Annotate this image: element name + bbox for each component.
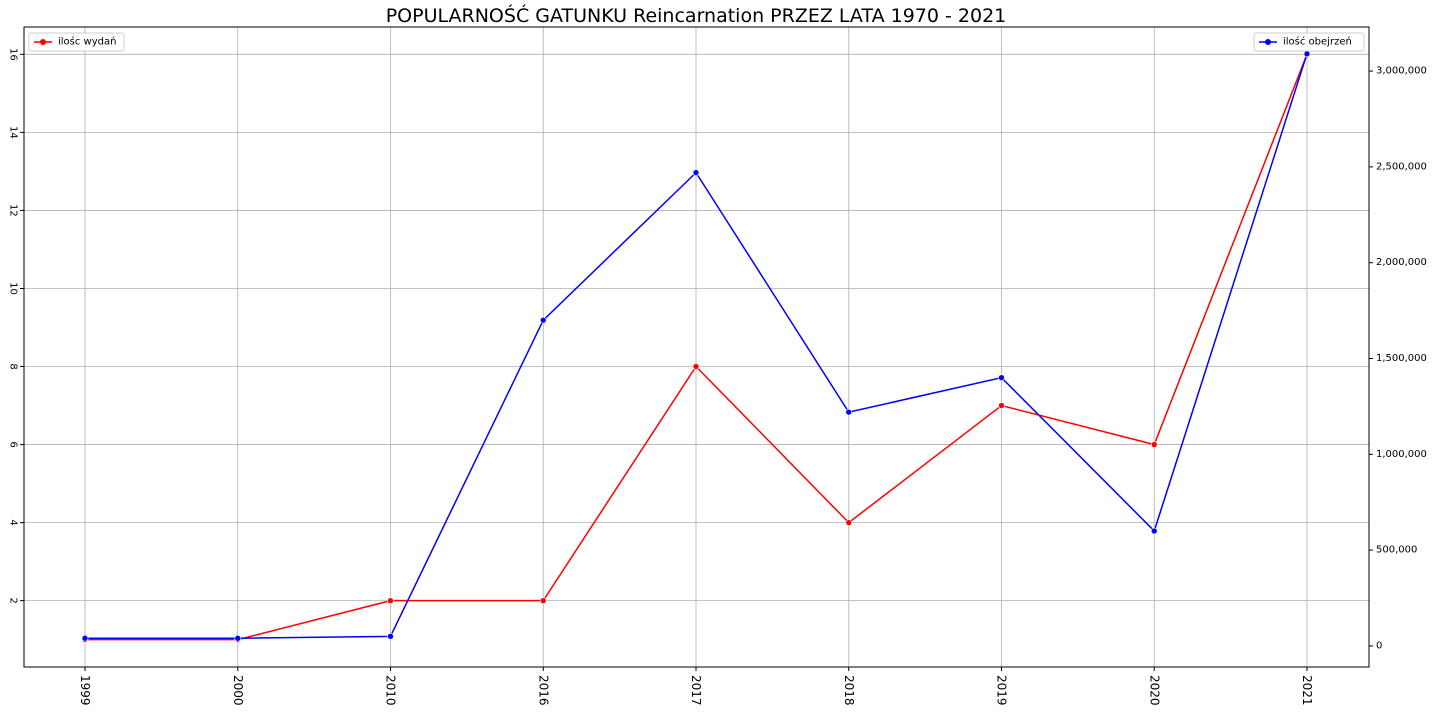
y-right-tick-label: 1,500,000 [1376, 353, 1427, 364]
series-1-point [539, 597, 547, 604]
x-tick-label: 2017 [689, 675, 703, 706]
y-left-tick-label: 14 [8, 126, 19, 139]
y-right-tick-label: 1,000,000 [1376, 449, 1427, 460]
series-1-point [387, 597, 394, 604]
y-left-tick-label: 6 [8, 441, 19, 447]
x-tick-label: 2000 [231, 675, 245, 706]
x-tick-label: 2021 [1300, 675, 1314, 706]
series-1-point [692, 363, 700, 370]
series-2-point [1150, 527, 1158, 535]
series-2-point [81, 634, 89, 642]
y-right-tick-label: 2,500,000 [1376, 161, 1427, 172]
series-2-point [539, 316, 547, 324]
x-tick-label: 1999 [78, 675, 92, 706]
series-1-point [845, 519, 853, 526]
y-right-tick-label: 3,000,000 [1376, 66, 1427, 77]
series-layer [81, 50, 1311, 643]
series-2-point [845, 408, 853, 416]
series-2-point [692, 169, 700, 176]
series-2-point [1303, 50, 1311, 58]
y-right-tick-label: 0 [1376, 640, 1382, 651]
x-tick-label: 2020 [1147, 675, 1161, 706]
legend-box [28, 32, 125, 52]
y-left-tick-label: 4 [8, 519, 19, 525]
grid [24, 27, 1369, 667]
legend-box [1253, 32, 1365, 52]
chart-title: POPULARNOŚĆ GATUNKU Reincarnation PRZEZ … [386, 3, 1007, 27]
y-left-tick-label: 16 [8, 48, 19, 61]
x-tick-label: 2019 [995, 675, 1009, 706]
axes: 1999 2000 2010 2016 2017 2018 2019 2020 2021 2 4 6 8… [8, 48, 1427, 706]
series-2-point [387, 633, 394, 640]
y-left-tick-label: 2 [8, 597, 19, 603]
plot-frame [23, 26, 1370, 668]
legend-marker [40, 39, 46, 45]
legends: ilośc wydań ilość obejrzeń [28, 32, 1365, 52]
y-left-tick-label: 12 [8, 204, 19, 217]
x-tick-label: 2016 [536, 675, 550, 706]
x-tick-label: 2018 [842, 675, 856, 706]
series-2-point [234, 634, 242, 642]
series-1-point [998, 402, 1005, 409]
series-1-point [1150, 441, 1158, 448]
legend-label: ilośc wydań [58, 36, 116, 48]
legend-marker [1265, 39, 1271, 45]
y-right-tick-label: 2,000,000 [1376, 257, 1427, 268]
y-left-tick-label: 10 [8, 282, 19, 295]
legend-1: ilośc wydań [28, 32, 125, 52]
y-right-tick-label: 500,000 [1376, 545, 1417, 556]
x-tick-label: 2010 [384, 675, 398, 706]
legend-label: ilość obejrzeń [1283, 36, 1352, 48]
y-left-tick-label: 8 [8, 363, 19, 369]
series-2-point [998, 374, 1005, 381]
legend-2: ilość obejrzeń [1253, 32, 1365, 52]
